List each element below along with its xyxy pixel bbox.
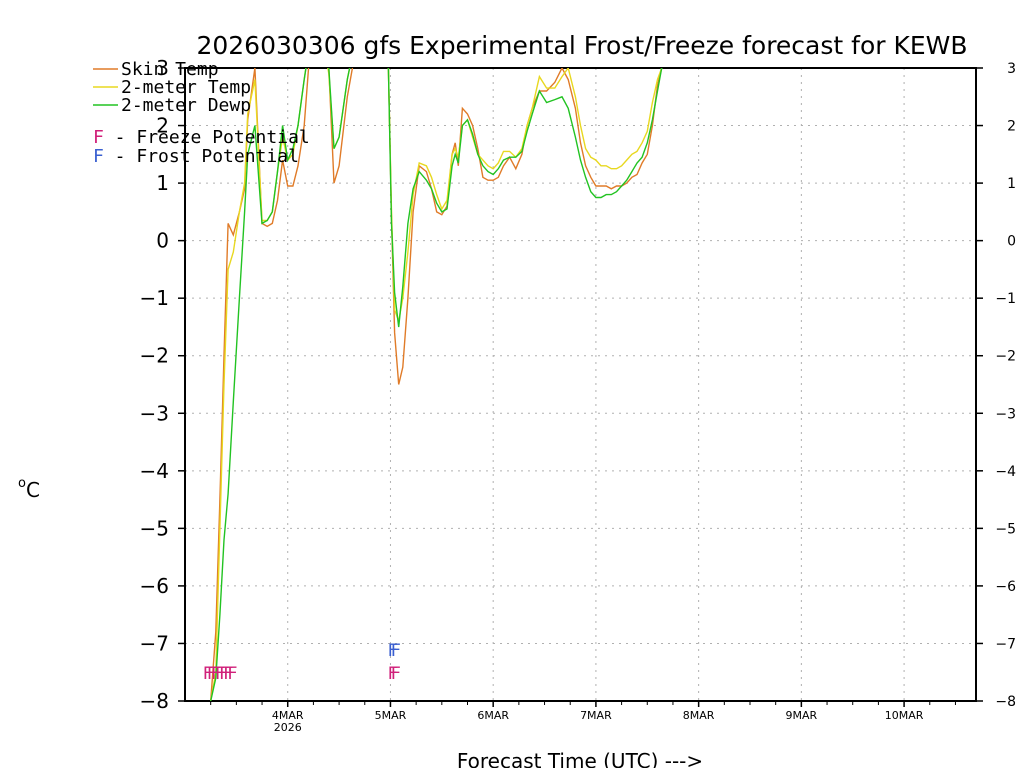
x-tick-label: 4MAR <box>272 709 304 722</box>
series-line-skin-temp <box>210 68 663 701</box>
y-tick-label-right: −2 <box>995 349 1016 365</box>
legend-label-skin-temp: Skin Temp <box>121 59 219 80</box>
y-tick-label-left: 0 <box>156 229 169 253</box>
freeze-marker: F <box>223 664 233 684</box>
y-tick-label-left: 1 <box>156 171 169 195</box>
plot-frame <box>184 67 977 702</box>
y-tick-label-right: 0 <box>1007 234 1016 250</box>
freeze-marker: F <box>211 664 221 684</box>
legend-marker-entry: F - Frost Potential <box>93 146 299 167</box>
legend-marker-entry: F - Freeze Potential <box>93 127 310 148</box>
legend-label-2-meter-temp: 2-meter Temp <box>121 77 251 98</box>
y-tick-label-right: −8 <box>995 694 1016 710</box>
y-tick-label-left: −5 <box>140 516 169 540</box>
y-tick-label-right: −5 <box>995 521 1016 537</box>
series-line-2-meter-temp <box>210 68 663 701</box>
frost-marker: F <box>388 641 398 661</box>
y-tick-label-right: −7 <box>995 636 1016 652</box>
grid <box>185 68 976 701</box>
y-tick-label-left: −4 <box>140 459 169 483</box>
y-tick-label-right: −3 <box>995 406 1016 422</box>
freeze-marker: F <box>203 664 213 684</box>
freeze-marker: F <box>388 664 398 684</box>
y-tick-label-left: −1 <box>140 286 169 310</box>
y-axis-label-main: C <box>26 478 40 502</box>
legend-marker-label: - Freeze Potential <box>104 127 310 148</box>
y-tick-label-right: 1 <box>1007 176 1016 192</box>
series-line-2-meter-dewp <box>210 68 663 701</box>
y-axis-label-sup: o <box>18 476 26 491</box>
y-tick-label-left: 3 <box>156 56 169 80</box>
y-tick-label-left: −8 <box>140 689 169 713</box>
legend-marker-symbol: F <box>93 146 104 167</box>
y-tick-label-left: −3 <box>140 401 169 425</box>
freeze-marker: F <box>219 664 229 684</box>
legend-marker-symbol: F <box>93 127 104 148</box>
legend-marker-label: - Frost Potential <box>104 146 299 167</box>
x-tick-sublabel: 2026 <box>274 721 302 734</box>
freeze-marker: F <box>227 664 237 684</box>
y-tick-label-right: −1 <box>995 291 1016 307</box>
legend-label-2-meter-dewp: 2-meter Dewp <box>121 95 251 116</box>
freeze-marker: F <box>391 664 401 684</box>
y-axis: −8 −8 −7 −7 −6 −6 −5 −5 −4 −4 −3 −3 −2 −2 −1 −1 0 0 1 1 2 2 3 3 <box>140 56 1017 713</box>
y-tick-label-left: −6 <box>140 574 169 598</box>
chart-title: 2026030306 gfs Experimental Frost/Freeze… <box>196 31 967 60</box>
y-tick-label-right: 2 <box>1007 119 1016 135</box>
y-axis-label: oC <box>18 476 40 502</box>
x-tick-label: 5MAR <box>375 709 407 722</box>
y-tick-label-right: −6 <box>995 579 1016 595</box>
y-tick-label-right: 3 <box>1007 61 1016 77</box>
x-tick-label: 10MAR <box>885 709 924 722</box>
x-tick-label: 7MAR <box>580 709 612 722</box>
x-tick-label: 6MAR <box>477 709 509 722</box>
freeze-marker: F <box>207 664 217 684</box>
y-tick-label-left: −7 <box>140 631 169 655</box>
series-group <box>210 68 663 701</box>
y-tick-label-right: −4 <box>995 464 1016 480</box>
y-tick-label-left: −2 <box>140 344 169 368</box>
y-tick-label-left: 2 <box>156 114 169 138</box>
x-tick-label: 8MAR <box>683 709 715 722</box>
frost-marker: F <box>391 641 401 661</box>
x-tick-label: 9MAR <box>786 709 818 722</box>
x-axis-label: Forecast Time (UTC) ---> <box>457 749 703 768</box>
freeze-marker: F <box>215 664 225 684</box>
